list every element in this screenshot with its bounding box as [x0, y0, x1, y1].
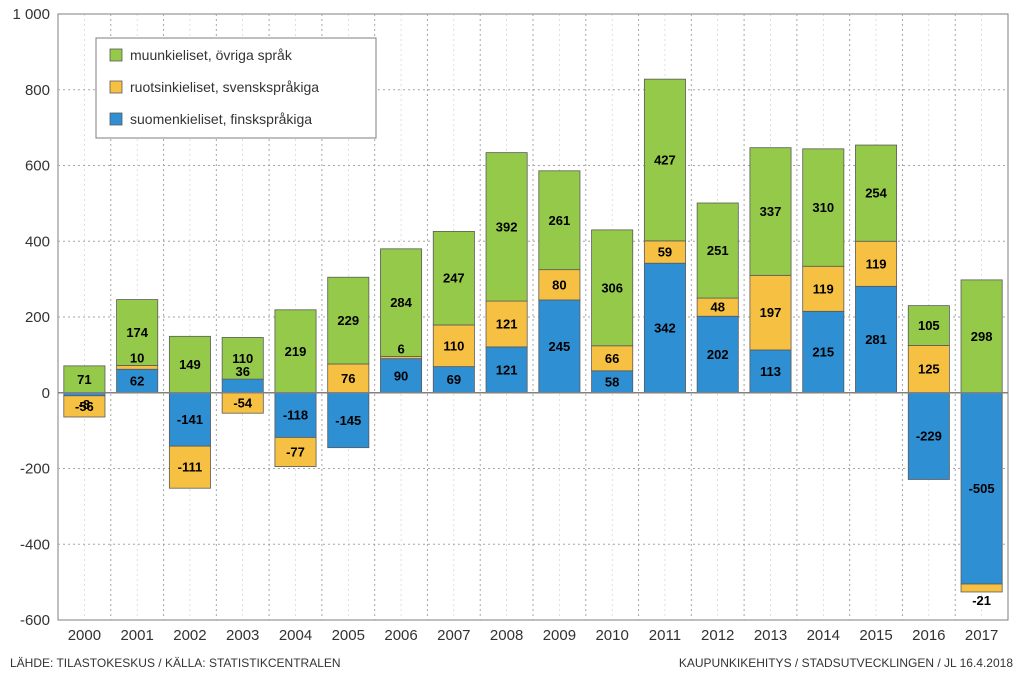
data-label: 149	[179, 357, 201, 372]
data-label: -111	[178, 460, 203, 475]
data-label: 121	[496, 317, 518, 332]
y-tick-label: -200	[20, 461, 50, 478]
bar-suomi	[222, 379, 263, 393]
x-tick-label: 2009	[543, 627, 576, 644]
data-label: -505	[969, 481, 995, 496]
data-label: 202	[707, 347, 729, 362]
data-label: 48	[710, 300, 724, 315]
y-tick-label: 200	[25, 309, 50, 326]
data-label: 36	[235, 364, 249, 379]
legend-marker	[110, 81, 122, 93]
data-label: 125	[918, 362, 940, 377]
data-label: 90	[394, 368, 408, 383]
chart-container: -600 -400 -200 0 200 400 600 800 1 000 2000 2001 20…	[0, 0, 1023, 674]
data-label: 174	[126, 325, 148, 340]
y-tick-label: 600	[25, 158, 50, 175]
data-label: 251	[707, 243, 729, 258]
data-label: 76	[341, 371, 355, 386]
data-label: -141	[177, 412, 203, 427]
data-label: 113	[760, 364, 781, 379]
data-label: 427	[654, 153, 676, 168]
data-label: -229	[916, 429, 942, 444]
data-label: 110	[232, 351, 253, 366]
data-label: 119	[813, 281, 834, 296]
data-label: 66	[605, 351, 619, 366]
data-label: 310	[812, 200, 834, 215]
x-tick-label: 2004	[279, 627, 312, 644]
x-tick-label: 2017	[965, 627, 998, 644]
data-label: 392	[496, 219, 518, 234]
legend-label: muunkieliset, övriga språk	[130, 47, 293, 63]
data-label: 219	[285, 344, 307, 359]
x-tick-label: 2015	[859, 627, 892, 644]
x-tick-label: 2011	[649, 627, 681, 644]
data-label: -118	[283, 408, 308, 423]
x-tick-label: 2013	[754, 627, 787, 644]
x-tick-label: 2000	[68, 627, 101, 644]
x-tick-label: 2003	[226, 627, 259, 644]
data-label: 110	[443, 338, 464, 353]
data-label: -21	[972, 593, 991, 608]
legend-label: ruotsinkieliset, svenskspråkiga	[130, 79, 319, 95]
x-tick-label: 2012	[701, 627, 734, 644]
x-tick-label: 2010	[595, 627, 628, 644]
data-label: -77	[286, 445, 305, 460]
x-tick-label: 2007	[437, 627, 470, 644]
bar-ruotsi	[117, 365, 158, 369]
data-label: 254	[865, 186, 887, 201]
footer-source: LÄHDE: TILASTOKESKUS / KÄLLA: STATISTIKC…	[10, 656, 341, 670]
y-tick-label: 400	[25, 233, 50, 250]
data-label: 119	[866, 256, 887, 271]
x-tick-label: 2002	[173, 627, 206, 644]
y-tick-label: 800	[25, 82, 50, 99]
data-label: 247	[443, 271, 465, 286]
data-label: 284	[390, 295, 412, 310]
data-label: 197	[760, 305, 782, 320]
legend-marker	[110, 113, 122, 125]
data-label: 215	[812, 345, 834, 360]
data-label: 342	[654, 321, 676, 336]
legend-marker	[110, 49, 122, 61]
data-label: 245	[549, 339, 571, 354]
legend-label: suomenkieliset, finskspråkiga	[130, 111, 312, 127]
data-label: 337	[760, 204, 782, 219]
data-label: 58	[605, 374, 619, 389]
data-label: 306	[601, 280, 623, 295]
data-label: 229	[337, 313, 359, 328]
x-tick-label: 2008	[490, 627, 523, 644]
data-label: 59	[658, 245, 672, 260]
data-label: 71	[77, 372, 91, 387]
data-label: 105	[918, 318, 940, 333]
data-label: -54	[233, 396, 253, 411]
data-label: -145	[335, 413, 361, 428]
y-tick-label: 0	[42, 385, 50, 402]
data-label: 80	[552, 277, 566, 292]
data-label: 298	[971, 329, 993, 344]
y-tick-label: -400	[20, 536, 50, 553]
data-label: 6	[397, 341, 404, 356]
data-label: 121	[496, 362, 518, 377]
data-label: 69	[447, 372, 461, 387]
x-tick-label: 2005	[332, 627, 365, 644]
y-tick-label: -600	[20, 612, 50, 629]
data-label: 261	[549, 213, 571, 228]
x-tick-label: 2014	[807, 627, 840, 644]
bar-ruotsi	[961, 584, 1002, 592]
x-tick-label: 2006	[384, 627, 417, 644]
data-label: -56	[75, 399, 94, 414]
y-tick-label: 1 000	[12, 6, 50, 23]
stacked-bar-chart: -600 -400 -200 0 200 400 600 800 1 000 2000 2001 20…	[0, 0, 1023, 674]
x-tick-label: 2016	[912, 627, 945, 644]
footer-credits: KAUPUNKIKEHITYS / STADSUTVECKLINGEN / JL…	[679, 656, 1013, 670]
data-label: 10	[130, 350, 144, 365]
data-label: 62	[130, 374, 144, 389]
data-label: 281	[865, 332, 887, 347]
x-tick-label: 2001	[120, 627, 153, 644]
